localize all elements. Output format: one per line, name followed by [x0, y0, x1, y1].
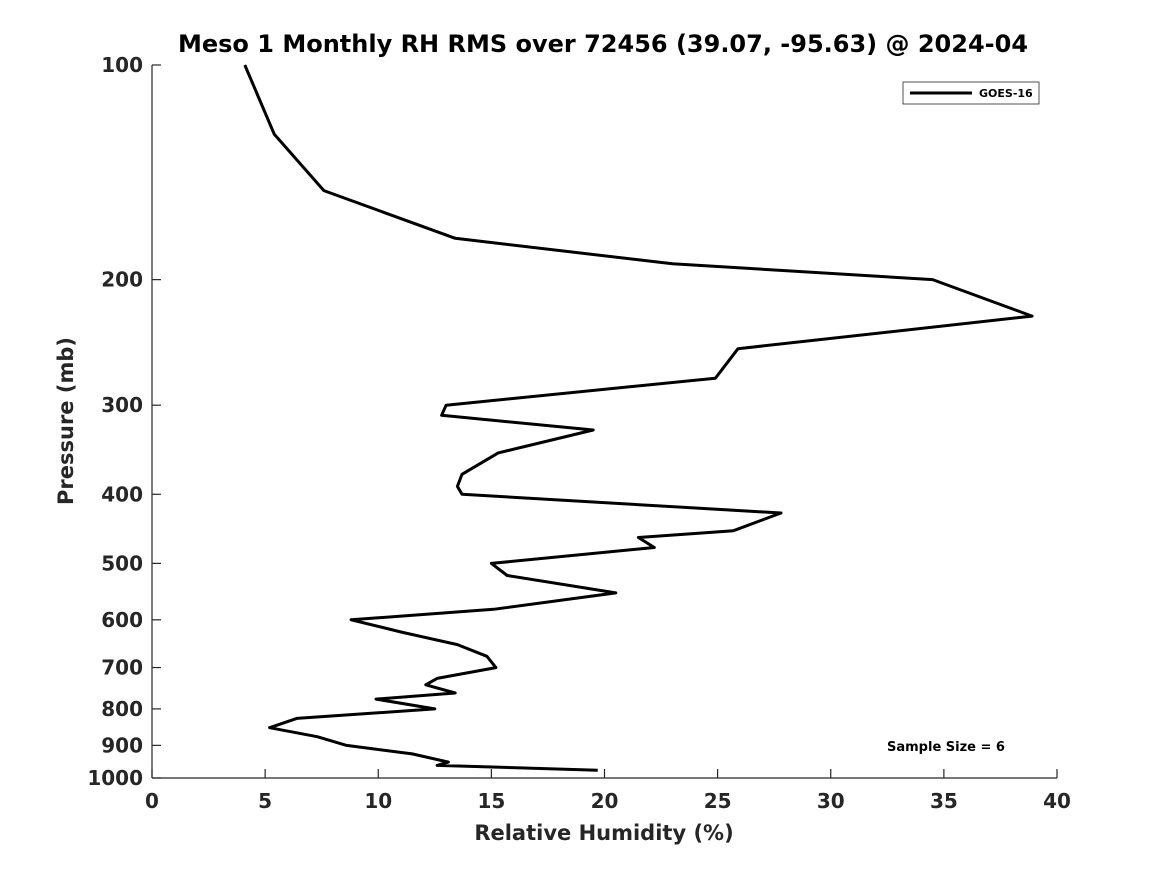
chart-title: Meso 1 Monthly RH RMS over 72456 (39.07,… — [178, 30, 1028, 58]
y-axis-label: Pressure (mb) — [54, 337, 78, 505]
series-layer — [243, 64, 1034, 772]
y-tick-label: 400 — [101, 482, 143, 506]
y-tick-label: 200 — [101, 268, 143, 292]
x-axis-label: Relative Humidity (%) — [474, 821, 733, 845]
x-tick-label: 35 — [930, 789, 958, 813]
x-tick-label: 25 — [704, 789, 732, 813]
x-tick-label: 10 — [364, 789, 392, 813]
x-ticks: 0 5 10 15 20 25 30 35 40 — [145, 769, 1071, 813]
y-tick-label: 500 — [101, 551, 143, 575]
x-tick-label: 30 — [817, 789, 845, 813]
y-tick-label: 1000 — [87, 766, 143, 790]
y-ticks: 100 200 300 400 500 600 700 800 900 1000 — [87, 53, 161, 790]
y-tick-label: 800 — [101, 697, 143, 721]
series-line-0 — [243, 64, 1034, 772]
x-tick-label: 5 — [258, 789, 272, 813]
y-tick-label: 600 — [101, 608, 143, 632]
x-tick-label: 40 — [1043, 789, 1071, 813]
y-tick-label: 300 — [101, 393, 143, 417]
x-tick-label: 0 — [145, 789, 159, 813]
legend-label: GOES-16 — [979, 87, 1033, 100]
y-tick-label: 900 — [101, 733, 143, 757]
y-tick-label: 100 — [101, 53, 143, 77]
x-tick-label: 20 — [591, 789, 619, 813]
sample-size-annotation: Sample Size = 6 — [887, 740, 1005, 755]
y-tick-label: 700 — [101, 656, 143, 680]
legend: GOES-16 — [902, 81, 1040, 105]
x-tick-label: 15 — [477, 789, 505, 813]
